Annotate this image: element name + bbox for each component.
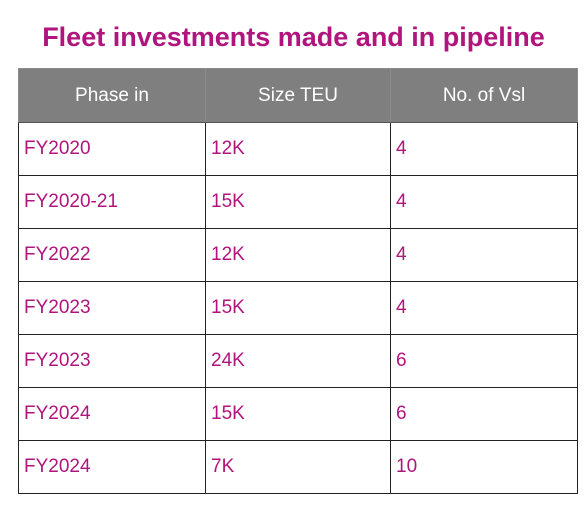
size-teu-cell: 24K — [205, 334, 391, 388]
page-title: Fleet investments made and in pipeline — [42, 22, 545, 52]
size-teu-cell: 15K — [205, 175, 391, 229]
column-header-phase-in: Phase in — [18, 68, 206, 123]
table-row: FY2024 7K 10 — [18, 440, 578, 494]
table-row: FY2022 12K 4 — [18, 228, 578, 282]
vessel-count-cell: 10 — [390, 440, 578, 494]
fleet-table: Phase in Size TEU No. of Vsl FY2020 12K … — [18, 68, 578, 494]
column-header-size-teu: Size TEU — [205, 68, 391, 123]
phase-in-cell: FY2024 — [18, 387, 206, 441]
phase-in-cell: FY2020 — [18, 122, 206, 176]
vessel-count-cell: 6 — [390, 334, 578, 388]
size-teu-cell: 12K — [205, 122, 391, 176]
phase-in-cell: FY2022 — [18, 228, 206, 282]
size-teu-cell: 15K — [205, 281, 391, 335]
table-row: FY2020-21 15K 4 — [18, 175, 578, 229]
size-teu-cell: 12K — [205, 228, 391, 282]
column-header-no-of-vsl: No. of Vsl — [390, 68, 578, 123]
phase-in-cell: FY2023 — [18, 281, 206, 335]
table-row: FY2024 15K 6 — [18, 387, 578, 441]
size-teu-cell: 15K — [205, 387, 391, 441]
table-row: FY2023 24K 6 — [18, 334, 578, 388]
vessel-count-cell: 4 — [390, 175, 578, 229]
phase-in-cell: FY2023 — [18, 334, 206, 388]
vessel-count-cell: 4 — [390, 228, 578, 282]
phase-in-cell: FY2024 — [18, 440, 206, 494]
vessel-count-cell: 6 — [390, 387, 578, 441]
table-header-row: Phase in Size TEU No. of Vsl — [18, 68, 578, 123]
phase-in-cell: FY2020-21 — [18, 175, 206, 229]
table-row: FY2023 15K 4 — [18, 281, 578, 335]
size-teu-cell: 7K — [205, 440, 391, 494]
vessel-count-cell: 4 — [390, 122, 578, 176]
table-row: FY2020 12K 4 — [18, 122, 578, 176]
vessel-count-cell: 4 — [390, 281, 578, 335]
